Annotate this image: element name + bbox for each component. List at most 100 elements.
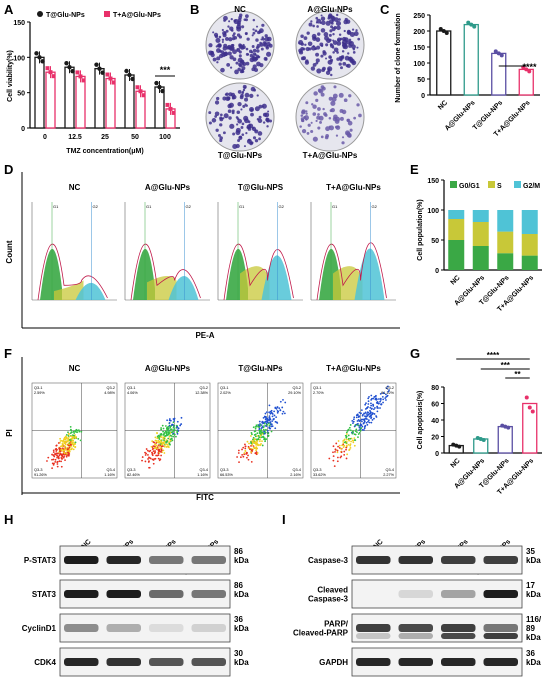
blot-h-band (149, 658, 184, 666)
colony (319, 120, 322, 124)
panel-f-event (265, 411, 268, 414)
panel-f-event (254, 442, 256, 444)
colony (231, 96, 235, 100)
colony (340, 66, 343, 70)
colony (254, 138, 259, 143)
plate-label: T+A@Glu-NPs (303, 151, 358, 160)
panel-f-event (162, 436, 165, 439)
panel-f-event (267, 435, 270, 437)
panel-f-event (241, 453, 244, 456)
colony (244, 118, 249, 124)
blot-i-kda-label: 17 (526, 581, 535, 590)
colony (237, 101, 242, 107)
blot-i-band (398, 633, 433, 639)
colony (312, 112, 317, 116)
panel-f-quad-value: 2.59% (34, 391, 45, 395)
panel-f-event (354, 424, 357, 426)
panel-f-event (236, 456, 239, 458)
chart-a-point (141, 93, 146, 98)
panel-f-event (78, 430, 81, 433)
chart-a-bar (124, 74, 135, 129)
colony (259, 43, 264, 47)
panel-f-event (163, 445, 166, 448)
colony (301, 119, 305, 123)
colony (221, 40, 224, 44)
chart-a-point (81, 78, 86, 83)
colony (213, 32, 219, 37)
panel-f-event (168, 435, 171, 438)
panel-f-event (177, 427, 180, 429)
panel-f-event (67, 434, 70, 437)
panel-f-event (260, 427, 263, 429)
panel-f-event (164, 425, 167, 427)
colony (231, 109, 235, 113)
panel-f-event (357, 424, 359, 427)
panel-f-event (154, 436, 157, 439)
panel-letter-i: I (282, 512, 286, 527)
panel-f-event (158, 438, 161, 440)
colony (327, 66, 333, 72)
plate-label: A@Glu-NPs (307, 5, 353, 14)
chart-a-y-tick-label: 50 (17, 91, 25, 98)
panel-f-event (51, 467, 54, 470)
panel-f-event (67, 433, 70, 436)
colony (315, 119, 318, 123)
chart-a-legend-marker (37, 11, 43, 17)
chart-c-bar (436, 30, 452, 96)
panel-f-event (337, 445, 339, 448)
panel-f-event (375, 398, 378, 401)
colony (338, 92, 344, 98)
chart-a-bar (64, 66, 75, 129)
panel-f-event (247, 458, 250, 461)
panel-f-event (58, 460, 61, 463)
blot-i-kda-label: kDa (526, 658, 541, 667)
colony (249, 53, 254, 58)
panel-f-quad-name: Q3-3 (220, 468, 228, 472)
panel-f-event (259, 424, 262, 426)
panel-f-event (157, 434, 160, 437)
colony (299, 50, 304, 55)
blot-h-band (64, 556, 99, 564)
colony (310, 20, 313, 23)
colony (246, 37, 250, 41)
colony (210, 52, 215, 58)
panel-f-event (333, 465, 336, 468)
chart-e-bar-segment (521, 255, 538, 270)
panel-f-event (373, 413, 376, 415)
panel-f-event (176, 431, 179, 434)
panel-f-event (276, 406, 279, 408)
colony (317, 88, 322, 93)
panel-f-event (349, 437, 352, 440)
panel-f-event (367, 413, 370, 416)
chart-e-bar-segment (497, 210, 514, 232)
panel-f-event (251, 448, 254, 451)
blot-h-membrane (59, 613, 231, 643)
panel-f-event (258, 440, 261, 443)
panel-letter-h: H (4, 512, 14, 527)
colony (236, 110, 241, 114)
colony (247, 138, 251, 142)
colony (351, 44, 356, 50)
chart-a-x-tick-label: 0 (43, 134, 47, 141)
panel-f-event (72, 430, 75, 433)
colony (320, 44, 324, 48)
panel-f-event (263, 430, 266, 433)
panel-f-event (248, 442, 250, 445)
colony (228, 37, 233, 42)
panel-f-event (77, 437, 80, 440)
panel-f-event (172, 432, 175, 435)
panel-f-event (364, 415, 366, 418)
panel-f-event (56, 448, 58, 451)
panel-f-event (158, 445, 161, 448)
panel-f-event (378, 402, 380, 405)
panel-f-event (264, 440, 266, 443)
panel-f-quad-value: 29.10% (288, 391, 302, 395)
panel-f-event (162, 427, 165, 430)
panel-f-event (339, 456, 342, 459)
chart-a-legend-label: T+A@Glu-NPs (113, 12, 161, 19)
colony (332, 93, 338, 99)
panel-d-g1-label: G1 (53, 204, 59, 209)
panel-f-quad-value: 2.70% (313, 391, 324, 395)
colony (252, 48, 257, 53)
chart-a-legend-label: T@Glu-NPs (46, 12, 85, 19)
